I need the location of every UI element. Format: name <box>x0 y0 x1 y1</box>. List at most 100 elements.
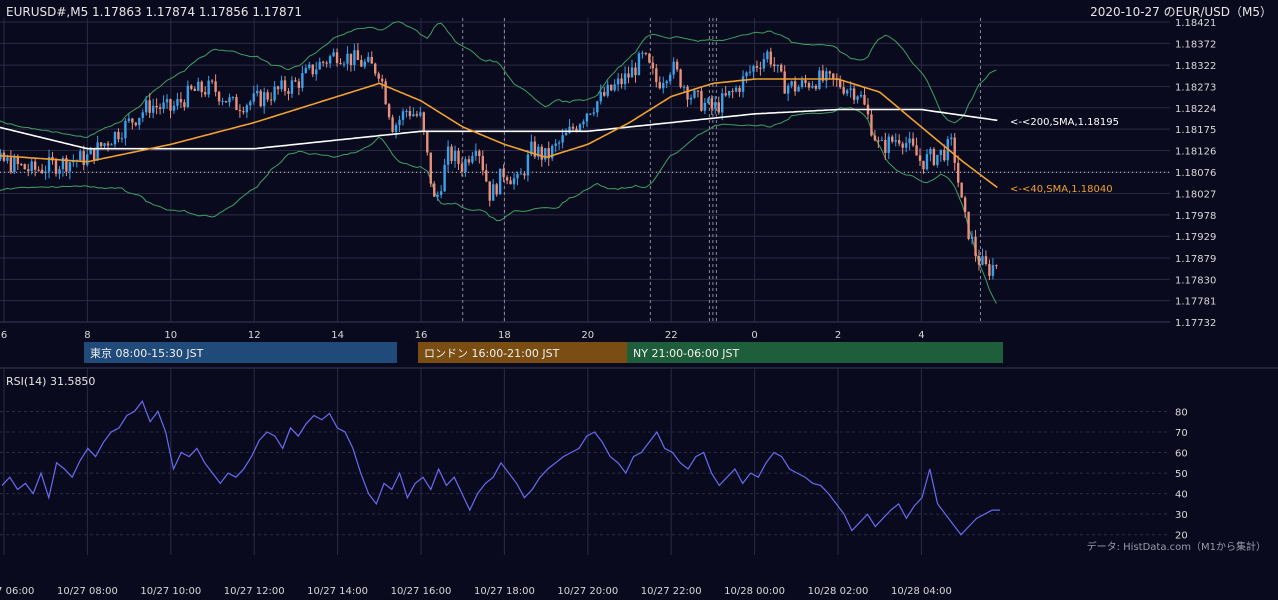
bear-candle <box>40 169 44 174</box>
bull-candle <box>138 117 141 126</box>
bear-candle <box>603 92 606 96</box>
bull-candle <box>332 52 335 57</box>
bull-candle <box>439 191 443 195</box>
price-tick-label: 1.17929 <box>1175 232 1216 243</box>
bear-candle <box>450 146 453 161</box>
bear-candle <box>488 181 491 201</box>
bull-candle <box>544 148 547 160</box>
session-bar <box>84 342 397 363</box>
bear-candle <box>696 90 700 92</box>
bear-candle <box>37 169 40 171</box>
bear-candle <box>179 99 183 103</box>
bull-candle <box>727 90 731 96</box>
bear-candle <box>495 184 498 195</box>
bear-candle <box>131 118 134 123</box>
bull-candle <box>61 158 65 170</box>
bull-candle <box>578 124 582 131</box>
bear-candle <box>804 80 807 84</box>
bear-candle <box>311 64 314 75</box>
time-tick-label: 12 <box>248 330 261 341</box>
rsi-tick-label: 70 <box>1175 428 1188 439</box>
bull-candle <box>748 71 752 73</box>
bull-candle <box>537 146 540 157</box>
bull-candle <box>280 80 283 90</box>
bull-candle <box>568 126 571 133</box>
bull-candle <box>849 88 852 91</box>
bull-candle <box>79 151 82 161</box>
bull-candle <box>557 142 561 144</box>
rsi-time-tick-label: 10/27 12:00 <box>224 586 285 597</box>
bull-candle <box>752 66 755 72</box>
bull-candle <box>519 173 523 175</box>
price-tick-label: 1.18126 <box>1175 146 1216 157</box>
bear-candle <box>387 104 391 118</box>
bear-candle <box>408 111 412 117</box>
bear-candle <box>99 142 103 147</box>
bear-candle <box>533 141 537 157</box>
bull-candle <box>939 149 943 155</box>
symbol-ohlc: EURUSD#,M5 1.17863 1.17874 1.17856 1.178… <box>6 5 302 19</box>
bear-candle <box>214 81 217 92</box>
bull-candle <box>745 72 748 77</box>
bull-candle <box>363 61 367 67</box>
bear-candle <box>276 86 280 90</box>
bull-candle <box>162 102 165 109</box>
bull-candle <box>273 86 276 101</box>
rsi-grid <box>0 367 1278 555</box>
bull-candle <box>859 94 863 97</box>
bull-candle <box>443 164 446 192</box>
bull-candle <box>707 98 710 103</box>
bull-candle <box>786 85 790 94</box>
bear-candle <box>380 78 384 82</box>
price-tick-label: 1.17781 <box>1175 297 1216 308</box>
bull-candle <box>342 63 346 65</box>
bear-candle <box>117 131 120 140</box>
sma200-annotation: <-<200,SMA,1.18195 <box>1010 117 1119 128</box>
bull-candle <box>811 85 814 88</box>
bear-candle <box>977 255 981 265</box>
bear-candle <box>842 87 845 94</box>
bear-candle <box>898 140 901 144</box>
bull-candle <box>165 99 169 103</box>
bull-candle <box>186 85 190 107</box>
session-label: ロンドン 16:00-21:00 JST <box>424 347 560 360</box>
bull-candle <box>887 136 890 153</box>
bull-candle <box>790 81 793 86</box>
bear-candle <box>415 114 419 116</box>
bear-candle <box>873 135 877 141</box>
chart-title: 2020-10-27 のEUR/USD（M5） <box>1090 5 1272 19</box>
bear-candle <box>242 111 245 113</box>
bear-candle <box>54 160 58 174</box>
bull-candle <box>665 81 668 84</box>
time-tick-label: 16 <box>415 330 428 341</box>
time-tick-label: 20 <box>581 330 594 341</box>
bear-candle <box>27 169 30 172</box>
time-tick-label: 22 <box>665 330 678 341</box>
bear-candle <box>106 143 110 146</box>
bear-candle <box>134 122 137 126</box>
time-tick-label: 0 <box>751 330 757 341</box>
rsi-line <box>1 399 1000 536</box>
bull-candle <box>127 118 131 121</box>
bull-candle <box>606 84 609 96</box>
bull-candle <box>256 90 259 94</box>
bear-candle <box>995 265 998 267</box>
bear-candle <box>92 148 96 160</box>
bull-candle <box>908 138 911 144</box>
bear-candle <box>648 53 651 63</box>
bull-candle <box>141 112 144 118</box>
price-tick-label: 1.17978 <box>1175 211 1216 222</box>
bull-candle <box>412 114 415 117</box>
bear-candle <box>828 71 831 74</box>
bull-candle <box>641 52 644 54</box>
bollinger-lower <box>0 106 997 304</box>
bear-candle <box>710 98 714 109</box>
bull-candle <box>471 155 474 163</box>
bull-candle <box>328 56 332 64</box>
price-tick-label: 1.17732 <box>1175 318 1216 329</box>
bull-candle <box>151 105 155 113</box>
session-bar <box>418 342 627 363</box>
bull-candle <box>929 148 932 155</box>
bear-candle <box>523 173 526 176</box>
bull-candle <box>301 73 304 88</box>
